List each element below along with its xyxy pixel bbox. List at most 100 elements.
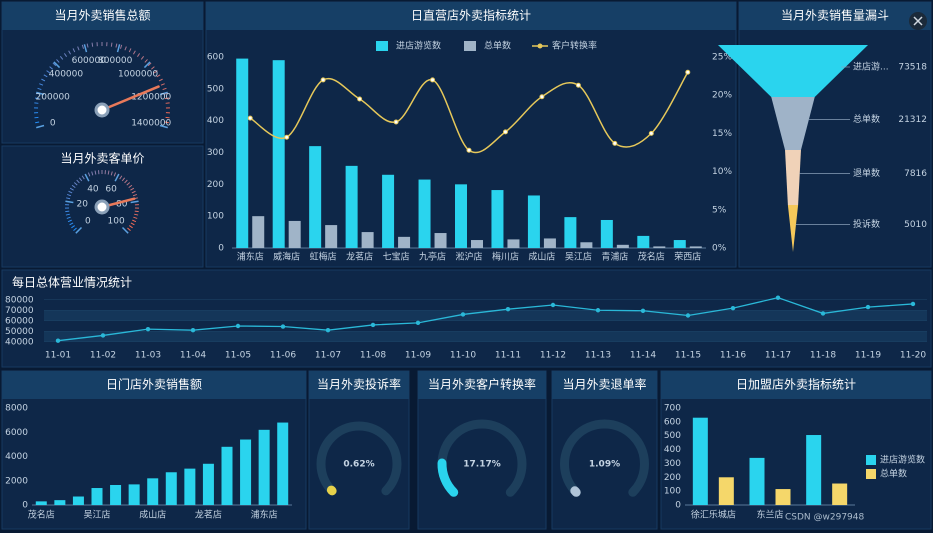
line-point — [320, 77, 326, 83]
gauge-minor-tick — [87, 172, 91, 177]
y-tick-label: 70000 — [5, 306, 34, 316]
y-tick-label: 0 — [22, 501, 28, 511]
bar — [147, 478, 159, 505]
gauge-minor-tick — [130, 222, 135, 226]
bar — [202, 463, 214, 505]
line-point — [910, 301, 916, 307]
gauge-minor-tick — [59, 55, 64, 60]
bar — [600, 219, 613, 248]
x-tick-label: 11-19 — [855, 351, 881, 361]
x-tick-label: 11-02 — [90, 351, 116, 361]
bar — [382, 174, 395, 248]
gauge-minor-tick — [127, 227, 131, 231]
bar — [184, 468, 196, 505]
x-tick-label: 淞沪店 — [455, 251, 482, 263]
gauge-hub — [94, 199, 110, 215]
legend-symbol — [537, 43, 543, 49]
bar — [252, 216, 265, 248]
y2-tick-label: 10% — [712, 167, 732, 177]
gauge-minor-tick — [52, 62, 57, 67]
gauge-tick — [143, 61, 151, 69]
bar — [471, 240, 483, 248]
gauge-minor-tick — [144, 59, 148, 63]
line-point — [100, 333, 106, 338]
x-tick-label: 东兰店 — [756, 509, 783, 521]
legend-symbol — [464, 41, 476, 51]
line-point — [575, 82, 581, 88]
bar — [277, 422, 289, 505]
x-tick-label: 11-13 — [585, 351, 611, 361]
bar — [491, 190, 504, 248]
gauge-minor-tick — [156, 74, 161, 78]
x-tick-label: 11-07 — [315, 351, 341, 361]
gauge-minor-tick — [164, 121, 169, 124]
legend-label: 进店游览数 — [396, 40, 441, 52]
gauge-minor-tick — [67, 193, 72, 197]
legend-label: 总单数 — [484, 40, 511, 52]
funnel-segment — [785, 150, 801, 205]
x-tick-label: 11-11 — [495, 351, 521, 361]
gauge-minor-tick — [71, 225, 75, 229]
bar — [325, 225, 338, 248]
panel-title: 当月外卖投诉率 — [317, 377, 401, 392]
gauge-tick — [36, 124, 45, 129]
gauge-minor-tick — [49, 66, 54, 70]
bar — [72, 496, 84, 505]
close-icon-glyph — [913, 16, 923, 26]
bar — [35, 501, 47, 505]
gauge-tick-label: 0 — [50, 119, 56, 129]
y-tick-label: 4000 — [5, 452, 28, 462]
funnel-value: 21312 — [898, 115, 927, 125]
legend-label: 总单数 — [880, 468, 907, 480]
x-tick-label: 茂名店 — [28, 509, 55, 521]
x-tick-label: 虹梅店 — [310, 251, 337, 263]
gauge-tick-label: 40 — [87, 185, 99, 195]
funnel-segment — [787, 205, 799, 252]
gauge-minor-tick — [94, 170, 97, 175]
ring-track — [560, 419, 649, 497]
bar — [455, 184, 467, 248]
panel-title: 当月外卖客单价 — [60, 151, 144, 166]
gauge-minor-tick — [69, 222, 74, 226]
bar — [54, 500, 66, 505]
bar — [418, 179, 431, 248]
funnel-value: 7816 — [904, 169, 927, 179]
gauge-minor-tick — [124, 46, 127, 51]
gauge-minor-tick — [43, 74, 48, 78]
x-tick-label: 梅川店 — [492, 251, 519, 263]
line-point — [235, 323, 241, 329]
x-tick-label: 龙茗店 — [195, 509, 222, 521]
gauge-minor-tick — [113, 172, 117, 177]
legend-label: 进店游览数 — [880, 454, 925, 466]
gauge-hub — [94, 102, 110, 118]
gauge-minor-tick — [46, 70, 51, 74]
gauge-minor-tick — [115, 43, 118, 48]
line-point — [145, 326, 151, 332]
panel-header — [661, 371, 931, 399]
funnel-label: 总单数 — [853, 113, 880, 125]
y2-tick-label: 0% — [712, 244, 727, 254]
gauge-minor-tick — [67, 219, 72, 223]
x-tick-label: 威海店 — [273, 251, 300, 263]
line-point — [460, 312, 466, 317]
x-tick-label: 青浦店 — [601, 251, 628, 263]
panel-header — [552, 371, 657, 399]
line-point — [505, 307, 511, 312]
y-tick-label: 8000 — [5, 404, 28, 414]
gauge-minor-tick — [91, 171, 94, 176]
gauge-minor-tick — [131, 190, 136, 194]
line-point — [730, 305, 736, 311]
x-tick-label: 11-06 — [270, 351, 296, 361]
y-tick-label: 300 — [664, 459, 681, 469]
gauge-minor-tick — [160, 83, 165, 86]
x-tick-label: 浦东店 — [237, 251, 264, 263]
bar — [236, 58, 249, 248]
gauge-tick-label: 800000 — [98, 56, 133, 66]
y-tick-label: 100 — [664, 487, 681, 497]
gauge-minor-tick — [150, 66, 155, 70]
bar — [527, 195, 540, 248]
line-point — [550, 302, 556, 308]
panel-header — [206, 2, 736, 30]
bar — [718, 477, 734, 505]
gauge-minor-tick — [71, 184, 76, 189]
